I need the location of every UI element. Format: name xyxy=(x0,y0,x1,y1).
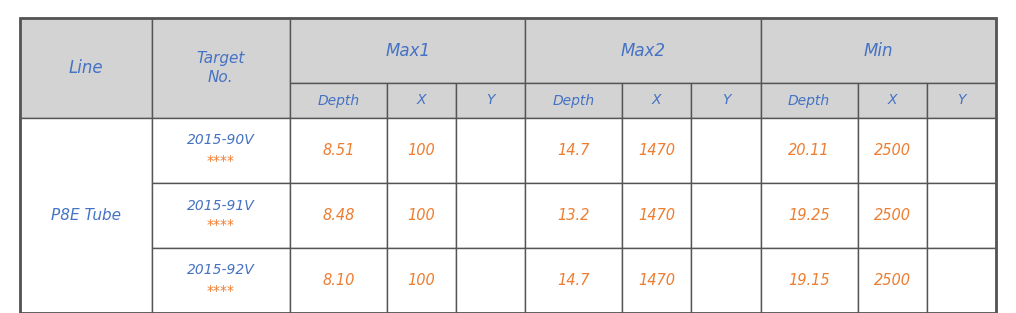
Text: ****: **** xyxy=(206,218,235,233)
Bar xyxy=(456,118,525,183)
Text: 2015-90V: 2015-90V xyxy=(187,134,255,147)
Text: 1470: 1470 xyxy=(638,208,676,223)
Bar xyxy=(525,183,622,248)
Bar xyxy=(927,118,996,183)
Text: 14.7: 14.7 xyxy=(558,273,590,288)
Text: 100: 100 xyxy=(407,143,435,158)
Text: Depth: Depth xyxy=(317,94,360,107)
Text: 1470: 1470 xyxy=(638,143,676,158)
Text: 2500: 2500 xyxy=(874,208,910,223)
Bar xyxy=(20,118,151,313)
Bar xyxy=(151,183,290,248)
Text: Max1: Max1 xyxy=(385,42,430,59)
Text: Y: Y xyxy=(721,94,731,107)
Bar xyxy=(692,83,761,118)
Bar xyxy=(525,118,622,183)
Bar xyxy=(456,83,525,118)
Bar xyxy=(151,118,290,183)
Text: Target: Target xyxy=(196,52,245,66)
Bar xyxy=(151,18,290,118)
Bar xyxy=(858,183,927,248)
Bar xyxy=(692,118,761,183)
Bar xyxy=(290,18,525,83)
Text: 8.10: 8.10 xyxy=(322,273,355,288)
Bar xyxy=(622,183,692,248)
Bar xyxy=(858,83,927,118)
Text: Depth: Depth xyxy=(553,94,594,107)
Text: 8.51: 8.51 xyxy=(322,143,355,158)
Bar xyxy=(290,183,387,248)
Text: 20.11: 20.11 xyxy=(788,143,830,158)
Bar xyxy=(290,83,387,118)
Bar xyxy=(387,118,456,183)
Bar xyxy=(761,183,858,248)
Text: 19.15: 19.15 xyxy=(788,273,830,288)
Text: Max2: Max2 xyxy=(621,42,665,59)
Text: 14.7: 14.7 xyxy=(558,143,590,158)
Text: 2015-92V: 2015-92V xyxy=(187,264,255,278)
Bar xyxy=(456,248,525,313)
Text: 19.25: 19.25 xyxy=(788,208,830,223)
Bar xyxy=(387,83,456,118)
Bar xyxy=(20,18,151,118)
Text: 8.48: 8.48 xyxy=(322,208,355,223)
Text: ****: **** xyxy=(206,284,235,297)
Text: 100: 100 xyxy=(407,208,435,223)
Bar xyxy=(622,83,692,118)
Bar xyxy=(290,248,387,313)
Text: Y: Y xyxy=(487,94,495,107)
Text: X: X xyxy=(417,94,427,107)
Text: X: X xyxy=(652,94,661,107)
Bar xyxy=(858,118,927,183)
Text: Min: Min xyxy=(864,42,893,59)
Bar xyxy=(622,118,692,183)
Bar xyxy=(927,83,996,118)
Text: Y: Y xyxy=(957,94,965,107)
Bar xyxy=(927,183,996,248)
Bar xyxy=(525,18,761,83)
Text: Line: Line xyxy=(68,59,103,77)
Bar xyxy=(761,83,858,118)
Text: 2015-91V: 2015-91V xyxy=(187,198,255,213)
Bar xyxy=(525,83,622,118)
Bar xyxy=(525,248,622,313)
Text: 1470: 1470 xyxy=(638,273,676,288)
Bar xyxy=(761,118,858,183)
Bar xyxy=(290,118,387,183)
Bar xyxy=(761,248,858,313)
Bar xyxy=(622,248,692,313)
Bar xyxy=(692,248,761,313)
Bar xyxy=(761,18,996,83)
Bar xyxy=(927,248,996,313)
Bar xyxy=(387,183,456,248)
Text: ****: **** xyxy=(206,153,235,167)
Bar xyxy=(858,248,927,313)
Bar xyxy=(387,248,456,313)
Bar xyxy=(692,183,761,248)
Text: 2500: 2500 xyxy=(874,273,910,288)
Text: P8E Tube: P8E Tube xyxy=(51,208,121,223)
Text: 100: 100 xyxy=(407,273,435,288)
Text: No.: No. xyxy=(208,69,234,85)
Text: Depth: Depth xyxy=(788,94,830,107)
Text: 2500: 2500 xyxy=(874,143,910,158)
Bar xyxy=(151,248,290,313)
Bar xyxy=(456,183,525,248)
Text: X: X xyxy=(887,94,897,107)
Text: 13.2: 13.2 xyxy=(558,208,590,223)
